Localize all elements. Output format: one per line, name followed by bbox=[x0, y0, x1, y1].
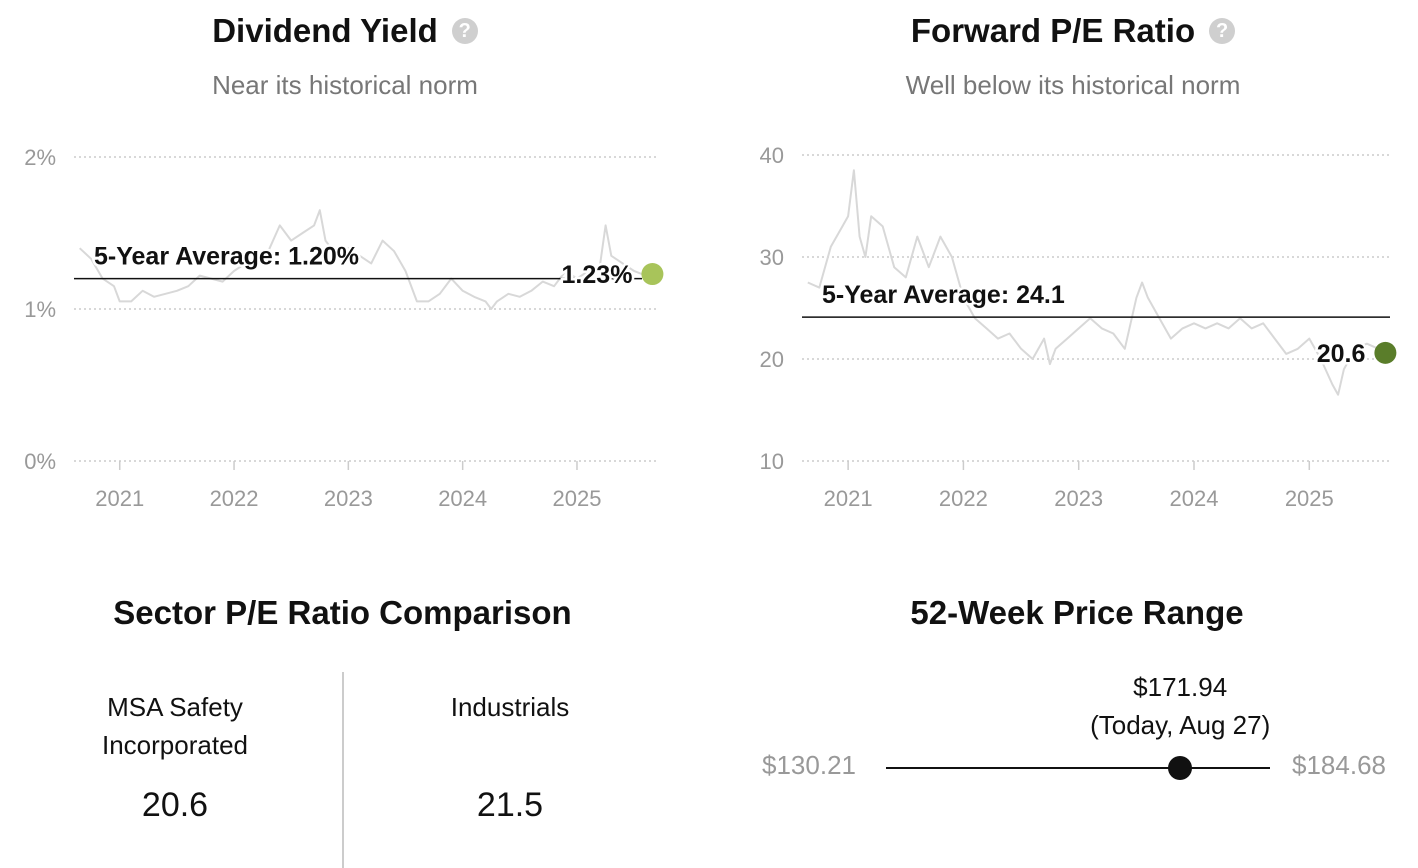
sector-comparison-title: Sector P/E Ratio Comparison bbox=[113, 594, 572, 631]
sector-label: Industrials bbox=[450, 692, 570, 722]
pe-x-tick-label: 2021 bbox=[824, 486, 873, 511]
company-label: MSA Safety Incorporated bbox=[40, 688, 310, 764]
dividend-average-label: 5-Year Average: 1.20% bbox=[94, 243, 359, 271]
pe-y-tick-label: 10 bbox=[760, 449, 784, 474]
sector-comparison-panel: Sector P/E Ratio Comparison MSA Safety I… bbox=[0, 560, 690, 868]
forward-pe-title: Forward P/E Ratio bbox=[910, 12, 1196, 49]
pe-series-line bbox=[807, 169, 1386, 396]
dividend-current-point bbox=[641, 263, 664, 286]
company-pe-value: 20.6 bbox=[141, 786, 209, 824]
dividend-series-line bbox=[79, 209, 653, 310]
forward-pe-chart: 10 20 30 40 2021 2022 2023 2024 2025 5-Year Avera… bbox=[760, 143, 1397, 511]
forward-pe-panel: Forward P/E Ratio? Well below its histor… bbox=[728, 0, 1418, 540]
dividend-x-tick-label: 2022 bbox=[210, 486, 259, 511]
pe-x-tick-label: 2022 bbox=[939, 486, 988, 511]
price-range-track bbox=[886, 767, 1270, 769]
pe-current-point bbox=[1374, 341, 1397, 364]
dividend-y-tick-label: 2% bbox=[24, 145, 56, 170]
price-range-high-label: $184.68 bbox=[1292, 750, 1386, 780]
today-date-label: (Today, Aug 27) bbox=[1090, 710, 1271, 740]
dividend-yield-panel: Dividend Yield? Near its historical norm… bbox=[0, 0, 690, 540]
forward-pe-subtitle: Well below its historical norm bbox=[905, 70, 1241, 100]
pe-y-tick-label: 40 bbox=[760, 143, 784, 168]
sector-pe-value: 21.5 bbox=[476, 786, 544, 824]
current-price-marker bbox=[1168, 756, 1193, 780]
dividend-x-tick-label: 2023 bbox=[324, 486, 373, 511]
question-circle-icon[interactable]: ? bbox=[451, 18, 478, 44]
company-label-line1: MSA Safety bbox=[107, 692, 243, 722]
pe-current-label: 20.6 bbox=[1317, 340, 1366, 368]
current-price-label: $171.94 bbox=[1133, 672, 1228, 702]
dividend-yield-subtitle: Near its historical norm bbox=[212, 70, 478, 100]
dividend-x-tick-label: 2021 bbox=[95, 486, 144, 511]
current-price-callout: $171.94 (Today, Aug 27) bbox=[1050, 668, 1310, 744]
question-circle-icon[interactable]: ? bbox=[1209, 18, 1236, 44]
pe-y-tick-label: 30 bbox=[760, 245, 784, 270]
dividend-current-label: 1.23% bbox=[562, 261, 633, 289]
dividend-x-tick-label: 2025 bbox=[553, 486, 602, 511]
dividend-yield-title: Dividend Yield bbox=[212, 12, 438, 49]
price-range-low-label: $130.21 bbox=[762, 750, 856, 780]
forward-pe-title-row: Forward P/E Ratio? bbox=[728, 12, 1418, 50]
pe-x-tick-label: 2024 bbox=[1170, 486, 1219, 511]
company-label-line2: Incorporated bbox=[102, 730, 248, 760]
dividend-y-tick-label: 0% bbox=[24, 449, 56, 474]
pe-y-tick-label: 20 bbox=[760, 347, 784, 372]
pe-x-tick-label: 2023 bbox=[1054, 486, 1103, 511]
price-range-title: 52-Week Price Range bbox=[910, 594, 1244, 631]
pe-average-label: 5-Year Average: 24.1 bbox=[822, 281, 1065, 309]
comparison-divider bbox=[342, 672, 344, 868]
price-range-panel: 52-Week Price Range $171.94 (Today, Aug … bbox=[728, 560, 1418, 868]
dividend-y-tick-label: 1% bbox=[24, 297, 56, 322]
dividend-yield-title-row: Dividend Yield? bbox=[0, 12, 690, 50]
dividend-x-tick-label: 2024 bbox=[438, 486, 487, 511]
dividend-yield-chart: 0% 1% 2% 2021 2022 2023 2024 2025 5-Year Average… bbox=[24, 145, 664, 511]
pe-x-tick-label: 2025 bbox=[1285, 486, 1334, 511]
